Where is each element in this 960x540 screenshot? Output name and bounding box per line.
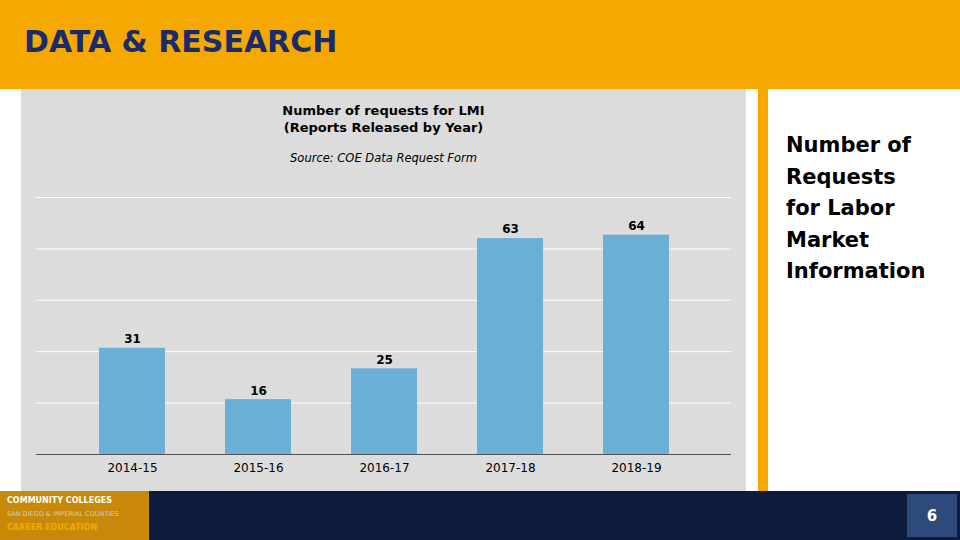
svg-text:16: 16	[250, 384, 267, 398]
svg-text:64: 64	[628, 219, 645, 233]
svg-text:2014-15: 2014-15	[107, 461, 157, 475]
svg-text:25: 25	[376, 353, 393, 367]
html-text:Number of requests for LMI (Re: Number of requests for LMI (Reports Rele…	[282, 103, 485, 135]
svg-text:2017-18: 2017-18	[485, 461, 535, 475]
html-text:SAN DIEGO & IMPERIAL COUNTIES: SAN DIEGO & IMPERIAL COUNTIES	[7, 510, 119, 518]
svg-text:2018-19: 2018-19	[611, 461, 661, 475]
html-text:DATA & RESEARCH: DATA & RESEARCH	[24, 24, 338, 59]
html-text:Number of Requests for Labor M: Number of Requests for Labor Market Info…	[786, 133, 926, 283]
html-text:COMMUNITY COLLEGES: COMMUNITY COLLEGES	[7, 496, 112, 505]
svg-text:63: 63	[502, 222, 519, 236]
html-text:Source: COE Data Request Form: Source: COE Data Request Form	[290, 151, 477, 165]
html-text:6: 6	[926, 506, 938, 525]
html-text:CAREER EDUCATION: CAREER EDUCATION	[7, 523, 98, 532]
svg-text:2016-17: 2016-17	[359, 461, 409, 475]
svg-text:31: 31	[124, 332, 141, 346]
svg-text:2015-16: 2015-16	[233, 461, 283, 475]
